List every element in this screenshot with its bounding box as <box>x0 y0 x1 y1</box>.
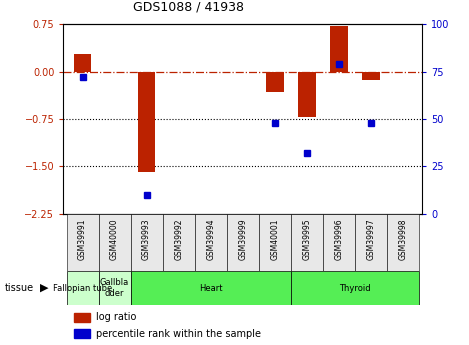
Bar <box>98 214 130 271</box>
Bar <box>74 329 90 338</box>
Bar <box>298 71 316 117</box>
Text: GSM40000: GSM40000 <box>110 218 119 260</box>
Text: GSM39998: GSM39998 <box>398 218 408 260</box>
Text: GSM40001: GSM40001 <box>270 218 279 260</box>
Text: Heart: Heart <box>199 284 222 293</box>
Bar <box>291 214 323 271</box>
Bar <box>259 214 291 271</box>
Bar <box>362 71 379 80</box>
Text: Fallopian tube: Fallopian tube <box>53 284 112 293</box>
Text: GSM39992: GSM39992 <box>174 218 183 260</box>
Bar <box>291 271 419 305</box>
Text: GSM39991: GSM39991 <box>78 218 87 260</box>
Text: GSM39995: GSM39995 <box>303 218 311 260</box>
Text: GSM39994: GSM39994 <box>206 218 215 260</box>
Text: GDS1088 / 41938: GDS1088 / 41938 <box>133 1 244 14</box>
Bar <box>98 271 130 305</box>
Bar <box>355 214 387 271</box>
Bar <box>266 71 284 92</box>
Text: tissue: tissue <box>5 283 34 293</box>
Bar <box>330 26 348 71</box>
Bar <box>74 313 90 322</box>
Text: Gallbla
dder: Gallbla dder <box>100 278 129 298</box>
Bar <box>67 214 98 271</box>
Bar <box>130 214 163 271</box>
Bar <box>195 214 227 271</box>
Text: GSM39999: GSM39999 <box>238 218 247 260</box>
Bar <box>227 214 259 271</box>
Bar <box>67 271 98 305</box>
Text: GSM39993: GSM39993 <box>142 218 151 260</box>
Bar <box>74 54 91 71</box>
Text: GSM39996: GSM39996 <box>334 218 343 260</box>
Text: Thyroid: Thyroid <box>339 284 371 293</box>
Bar <box>323 214 355 271</box>
Text: log ratio: log ratio <box>96 312 136 322</box>
Bar <box>130 271 291 305</box>
Bar <box>138 71 155 171</box>
Text: GSM39997: GSM39997 <box>366 218 375 260</box>
Bar <box>163 214 195 271</box>
Text: ▶: ▶ <box>40 283 48 293</box>
Bar <box>387 214 419 271</box>
Text: percentile rank within the sample: percentile rank within the sample <box>96 329 261 339</box>
